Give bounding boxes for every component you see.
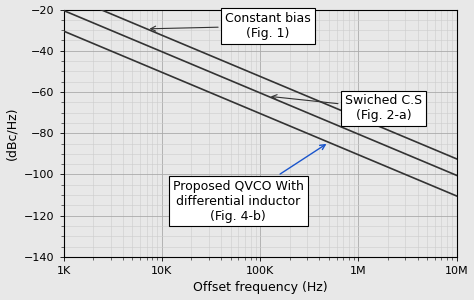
X-axis label: Offset frequency (Hz): Offset frequency (Hz) [193, 281, 328, 294]
Text: Proposed QVCO With
differential inductor
(Fig. 4-b): Proposed QVCO With differential inductor… [173, 145, 325, 223]
Y-axis label: (dBc/Hz): (dBc/Hz) [6, 106, 18, 160]
Text: Constant bias
(Fig. 1): Constant bias (Fig. 1) [151, 12, 311, 40]
Text: Swiched C.S
(Fig. 2-a): Swiched C.S (Fig. 2-a) [272, 94, 422, 122]
